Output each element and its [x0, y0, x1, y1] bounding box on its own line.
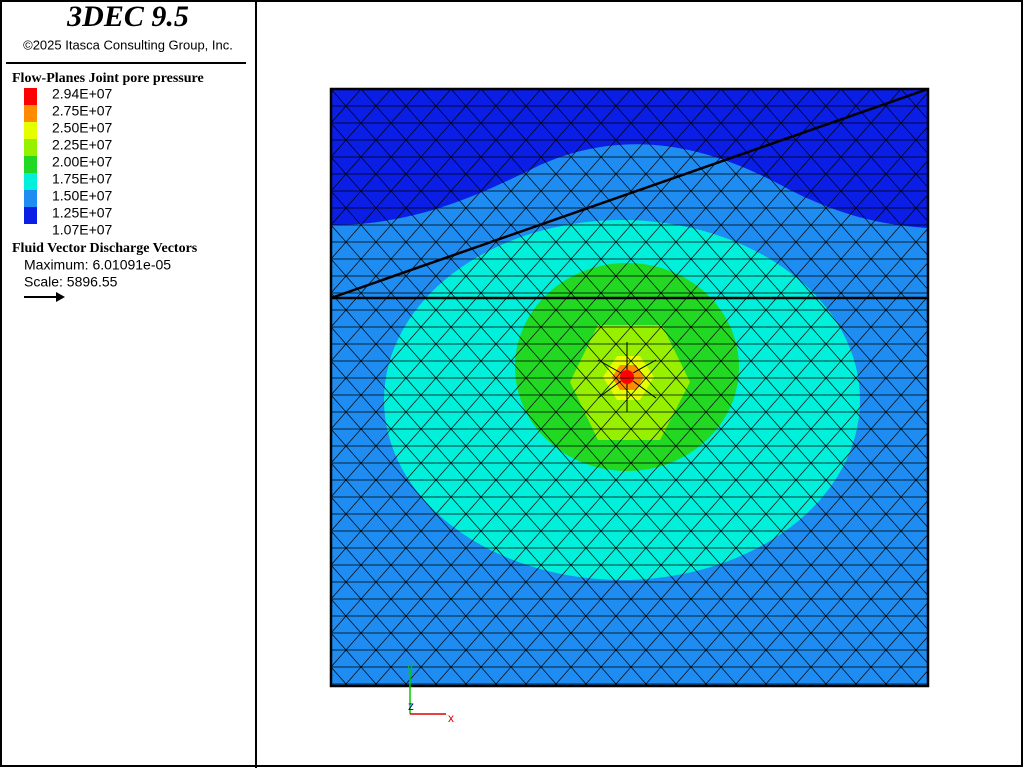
legend-label: 1.07E+07 [52, 222, 113, 238]
mesh [331, 89, 928, 686]
flow-vectors [597, 342, 657, 412]
vector-scale: Scale: 5896.55 [24, 274, 118, 290]
legend-label: 2.75E+07 [52, 103, 113, 119]
legend-label: 2.50E+07 [52, 120, 113, 136]
legend-swatch [24, 207, 37, 224]
copyright: ©2025 Itasca Consulting Group, Inc. [23, 37, 233, 52]
legend-label: 2.00E+07 [52, 154, 113, 170]
contour-plot [331, 89, 928, 686]
legend-label: 2.25E+07 [52, 137, 113, 153]
axes-triad [409, 672, 446, 715]
legend-label: 1.25E+07 [52, 205, 113, 221]
model-boundary [329, 87, 930, 688]
axis-label: z [408, 699, 414, 713]
legend-swatch [24, 88, 37, 105]
legend-swatch [24, 105, 37, 122]
app-title: 3DEC 9.5 [66, 0, 189, 33]
legend-swatch [24, 156, 37, 173]
vector-title: Fluid Vector Discharge Vectors [12, 241, 198, 256]
scale-arrow [24, 292, 65, 302]
legend-label: 2.94E+07 [52, 86, 113, 102]
legend-label: 1.50E+07 [52, 188, 113, 204]
legend-swatch [24, 173, 37, 190]
joint-plane [330, 87, 929, 300]
axis-label: y [407, 660, 413, 674]
legend-label: 1.75E+07 [52, 171, 113, 187]
legend-title: Flow-Planes Joint pore pressure [12, 71, 204, 86]
vector-maximum: Maximum: 6.01091e-05 [24, 257, 171, 273]
legend-swatch [24, 122, 37, 139]
legend-swatch [24, 139, 37, 156]
axis-label: x [448, 711, 454, 725]
legend-swatch [24, 190, 37, 207]
legend: 2.94E+072.75E+072.50E+072.25E+072.00E+07… [24, 86, 113, 238]
